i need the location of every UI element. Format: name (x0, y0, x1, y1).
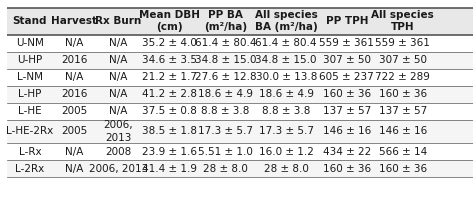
Text: 434 ± 22: 434 ± 22 (323, 147, 371, 157)
Text: 28 ± 8.0: 28 ± 8.0 (264, 164, 309, 174)
Text: N/A: N/A (65, 147, 83, 157)
Text: 146 ± 16: 146 ± 16 (323, 126, 371, 136)
Text: PP TPH: PP TPH (326, 16, 368, 26)
Text: 160 ± 36: 160 ± 36 (323, 164, 371, 174)
Text: 2006, 2013: 2006, 2013 (89, 164, 148, 174)
Text: 307 ± 50: 307 ± 50 (379, 55, 427, 65)
Text: 34.8 ± 15.0: 34.8 ± 15.0 (195, 55, 256, 65)
Text: 30.0 ± 13.8: 30.0 ± 13.8 (255, 72, 317, 82)
Text: 5.51 ± 1.0: 5.51 ± 1.0 (198, 147, 253, 157)
Text: 18.6 ± 4.9: 18.6 ± 4.9 (198, 89, 253, 99)
Bar (7, 68, 473, 85)
Text: 307 ± 50: 307 ± 50 (323, 55, 371, 65)
Text: Mean DBH
(cm): Mean DBH (cm) (139, 10, 200, 32)
Text: N/A: N/A (109, 55, 128, 65)
Text: Stand: Stand (13, 16, 47, 26)
Text: U-HP: U-HP (18, 55, 43, 65)
Bar (7, 8, 473, 34)
Text: 17.3 ± 5.7: 17.3 ± 5.7 (198, 126, 253, 136)
Text: 28 ± 8.0: 28 ± 8.0 (203, 164, 248, 174)
Text: 61.4 ± 80.4: 61.4 ± 80.4 (195, 38, 256, 48)
Text: L-HE-2Rx: L-HE-2Rx (6, 126, 54, 136)
Text: 559 ± 361: 559 ± 361 (375, 38, 430, 48)
Bar (7, 102, 473, 119)
Text: L-HE: L-HE (18, 106, 42, 116)
Text: All species
BA (m²/ha): All species BA (m²/ha) (255, 10, 318, 32)
Text: All species
TPH: All species TPH (371, 10, 434, 32)
Text: L-HP: L-HP (18, 89, 42, 99)
Text: N/A: N/A (109, 38, 128, 48)
Text: 37.5 ± 0.8: 37.5 ± 0.8 (142, 106, 197, 116)
Text: 2016: 2016 (61, 55, 87, 65)
Text: 16.0 ± 1.2: 16.0 ± 1.2 (259, 147, 314, 157)
Text: 2005: 2005 (61, 126, 87, 136)
Text: N/A: N/A (65, 164, 83, 174)
Text: 137 ± 57: 137 ± 57 (379, 106, 427, 116)
Text: 160 ± 36: 160 ± 36 (323, 89, 371, 99)
Text: 61.4 ± 80.4: 61.4 ± 80.4 (255, 38, 317, 48)
Text: L-Rx: L-Rx (18, 147, 41, 157)
Text: 41.4 ± 1.9: 41.4 ± 1.9 (142, 164, 197, 174)
Text: PP BA
(m²/ha): PP BA (m²/ha) (204, 10, 247, 32)
Text: 559 ± 361: 559 ± 361 (319, 38, 374, 48)
Text: 35.2 ± 4.0: 35.2 ± 4.0 (142, 38, 197, 48)
Text: N/A: N/A (109, 89, 128, 99)
Text: 8.8 ± 3.8: 8.8 ± 3.8 (201, 106, 250, 116)
Text: 137 ± 57: 137 ± 57 (323, 106, 371, 116)
Text: L-NM: L-NM (17, 72, 43, 82)
Text: Harvest: Harvest (51, 16, 97, 26)
Text: N/A: N/A (109, 106, 128, 116)
Text: 8.8 ± 3.8: 8.8 ± 3.8 (262, 106, 310, 116)
Text: U-NM: U-NM (16, 38, 44, 48)
Text: 146 ± 16: 146 ± 16 (379, 126, 427, 136)
Text: 34.8 ± 15.0: 34.8 ± 15.0 (255, 55, 317, 65)
Text: 34.6 ± 3.5: 34.6 ± 3.5 (142, 55, 197, 65)
Text: 2016: 2016 (61, 89, 87, 99)
Text: 160 ± 36: 160 ± 36 (379, 89, 427, 99)
Text: 21.2 ± 1.7: 21.2 ± 1.7 (142, 72, 197, 82)
Text: 2008: 2008 (105, 147, 132, 157)
Bar (7, 85, 473, 102)
Bar (7, 34, 473, 51)
Text: 38.5 ± 1.8: 38.5 ± 1.8 (142, 126, 197, 136)
Text: 18.6 ± 4.9: 18.6 ± 4.9 (259, 89, 314, 99)
Text: N/A: N/A (65, 38, 83, 48)
Bar (7, 119, 473, 143)
Text: Rx Burn: Rx Burn (95, 16, 142, 26)
Text: 2006,
2013: 2006, 2013 (104, 120, 133, 143)
Text: 566 ± 14: 566 ± 14 (379, 147, 427, 157)
Bar (7, 143, 473, 160)
Text: 41.2 ± 2.8: 41.2 ± 2.8 (142, 89, 197, 99)
Text: 722 ± 289: 722 ± 289 (375, 72, 430, 82)
Bar (7, 160, 473, 177)
Text: 27.6 ± 12.8: 27.6 ± 12.8 (195, 72, 256, 82)
Text: N/A: N/A (65, 72, 83, 82)
Text: 160 ± 36: 160 ± 36 (379, 164, 427, 174)
Bar (7, 51, 473, 68)
Text: 17.3 ± 5.7: 17.3 ± 5.7 (259, 126, 314, 136)
Text: 23.9 ± 1.6: 23.9 ± 1.6 (142, 147, 197, 157)
Text: 605 ± 237: 605 ± 237 (319, 72, 374, 82)
Text: L-2Rx: L-2Rx (15, 164, 45, 174)
Text: 2005: 2005 (61, 106, 87, 116)
Text: N/A: N/A (109, 72, 128, 82)
